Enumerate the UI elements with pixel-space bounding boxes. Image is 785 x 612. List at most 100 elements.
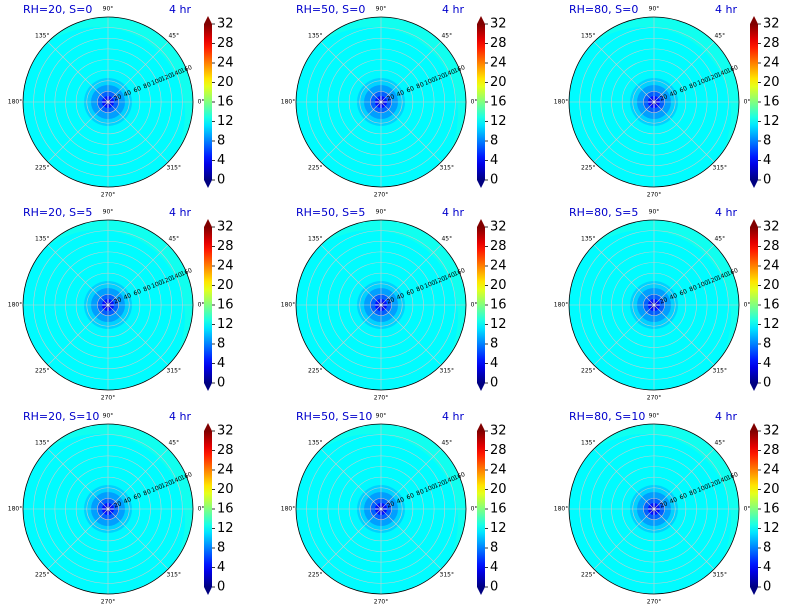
radial-tick-label: 160 (453, 64, 466, 75)
colorbar-tick-label: 16 (217, 95, 234, 110)
colorbar-tick-label: 0 (490, 580, 498, 595)
radial-tick-label: 120 (160, 275, 173, 286)
colorbar-tick-label: 8 (490, 541, 498, 556)
radial-tick-label: 160 (726, 471, 739, 482)
grid-spoke (380, 101, 442, 163)
angle-tick-label: 90° (649, 209, 660, 216)
colorbar-tick-label: 28 (490, 36, 507, 51)
radial-tick-label: 40 (123, 89, 133, 98)
polar-subplot: 20 40 60 801001201401600°45°90°135°180°225°… (554, 410, 780, 606)
colorbar-tick-label: 0 (763, 580, 771, 595)
radial-tick-label: 40 (669, 496, 679, 505)
colorbar-tick-label: 12 (763, 114, 780, 129)
angle-tick-label: 225° (308, 367, 322, 374)
angle-tick-label: 180° (8, 302, 22, 309)
grid-spoke (593, 244, 655, 306)
grid-spoke (107, 448, 169, 510)
radial-tick-label: 20 (386, 296, 396, 305)
colorbar-extend-min (477, 180, 485, 188)
radial-tick-label: 100 (696, 76, 709, 87)
colorbar-tick-label: 20 (217, 75, 234, 90)
colorbar-tick-label: 20 (490, 75, 507, 90)
colorbar-tick-label: 4 (763, 356, 771, 371)
radial-tick-label: 100 (423, 279, 436, 290)
colorbar-tick-label: 12 (763, 521, 780, 536)
colorbar-tick-label: 12 (217, 521, 234, 536)
colorbar-extend-min (750, 383, 758, 391)
angle-tick-label: 135° (35, 33, 49, 40)
angle-tick-label: 90° (376, 413, 387, 420)
radial-tick-label: 100 (150, 279, 163, 290)
colorbar-tick-label: 24 (217, 56, 234, 71)
subplot-time-label: 4 hr (442, 206, 464, 219)
angle-tick-label: 315° (713, 164, 727, 171)
grid-spoke (320, 41, 382, 103)
colorbar-tick-label: 32 (490, 220, 507, 235)
grid-spoke (47, 448, 109, 510)
angle-tick-label: 225° (35, 367, 49, 374)
grid-spoke (320, 448, 382, 510)
angle-tick-label: 0° (744, 302, 751, 309)
colorbar: 0 4 8 12 16 20 24 28 32 (204, 16, 234, 188)
angle-tick-label: 45° (441, 440, 452, 447)
polar-subplot: 20 40 60 801001201401600°45°90°135°180°225°… (554, 206, 780, 402)
colorbar-tick-label: 24 (490, 56, 507, 71)
radial-tick-label: 60 (133, 85, 143, 94)
radial-tick-label: 80 (688, 284, 698, 293)
colorbar-tick-label: 0 (217, 376, 225, 391)
colorbar: 0 4 8 12 16 20 24 28 32 (477, 16, 507, 188)
subplot-title: RH=50, S=0 (296, 3, 365, 16)
colorbar: 0 4 8 12 16 20 24 28 32 (204, 219, 234, 391)
colorbar-tick-label: 16 (217, 298, 234, 313)
colorbar-extend-min (750, 587, 758, 595)
angle-tick-label: 315° (167, 367, 181, 374)
angle-tick-label: 315° (713, 571, 727, 578)
colorbar-tick-label: 12 (490, 114, 507, 129)
angle-tick-label: 315° (167, 571, 181, 578)
grid-spoke (107, 41, 169, 103)
radial-tick-label: 80 (142, 488, 152, 497)
angle-tick-label: 270° (374, 599, 388, 606)
colorbar-tick-label: 28 (490, 443, 507, 458)
polar-boundary (295, 219, 467, 391)
radial-tick-label: 160 (726, 267, 739, 278)
polar-boundary (295, 16, 467, 188)
colorbar-tick-label: 28 (217, 239, 234, 254)
colorbar-tick-label: 24 (763, 463, 780, 478)
grid-spoke (653, 244, 715, 306)
polar-grid (568, 219, 740, 391)
subplot-time-label: 4 hr (442, 3, 464, 16)
angle-tick-label: 225° (35, 164, 49, 171)
angle-tick-label: 45° (714, 440, 725, 447)
colorbar-tick-label: 16 (763, 95, 780, 110)
radial-tick-label: 160 (726, 64, 739, 75)
colorbar-extend-max (204, 219, 212, 227)
radial-tick-label: 120 (160, 479, 173, 490)
angle-tick-label: 90° (103, 6, 114, 13)
radial-tick-label: 60 (406, 492, 416, 501)
grid-spoke (380, 244, 442, 306)
colorbar-tick-label: 16 (490, 502, 507, 517)
colorbar-tick-label: 4 (490, 356, 498, 371)
angle-tick-label: 0° (198, 302, 205, 309)
radial-tick-label: 20 (659, 500, 669, 509)
colorbar-tick-label: 32 (217, 220, 234, 235)
radial-tick-label: 60 (133, 492, 143, 501)
grid-spoke (47, 304, 109, 366)
grid-spoke (653, 508, 715, 570)
colorbar-tick-label: 28 (763, 239, 780, 254)
colorbar-tick-label: 12 (217, 317, 234, 332)
colorbar-tick-label: 0 (490, 376, 498, 391)
subplot-time-label: 4 hr (715, 410, 737, 423)
radial-tick-label: 80 (415, 488, 425, 497)
colorbar-tick-label: 28 (217, 36, 234, 51)
colorbar-tick-label: 28 (490, 239, 507, 254)
radial-tick-label: 100 (150, 76, 163, 87)
colorbar-body (477, 431, 485, 587)
colorbar-tick-label: 24 (490, 463, 507, 478)
subplot-title: RH=50, S=10 (296, 410, 372, 423)
radial-tick-label: 100 (423, 483, 436, 494)
radial-tick-label: 120 (706, 479, 719, 490)
angle-tick-label: 270° (374, 192, 388, 199)
radial-tick-label: 80 (688, 488, 698, 497)
